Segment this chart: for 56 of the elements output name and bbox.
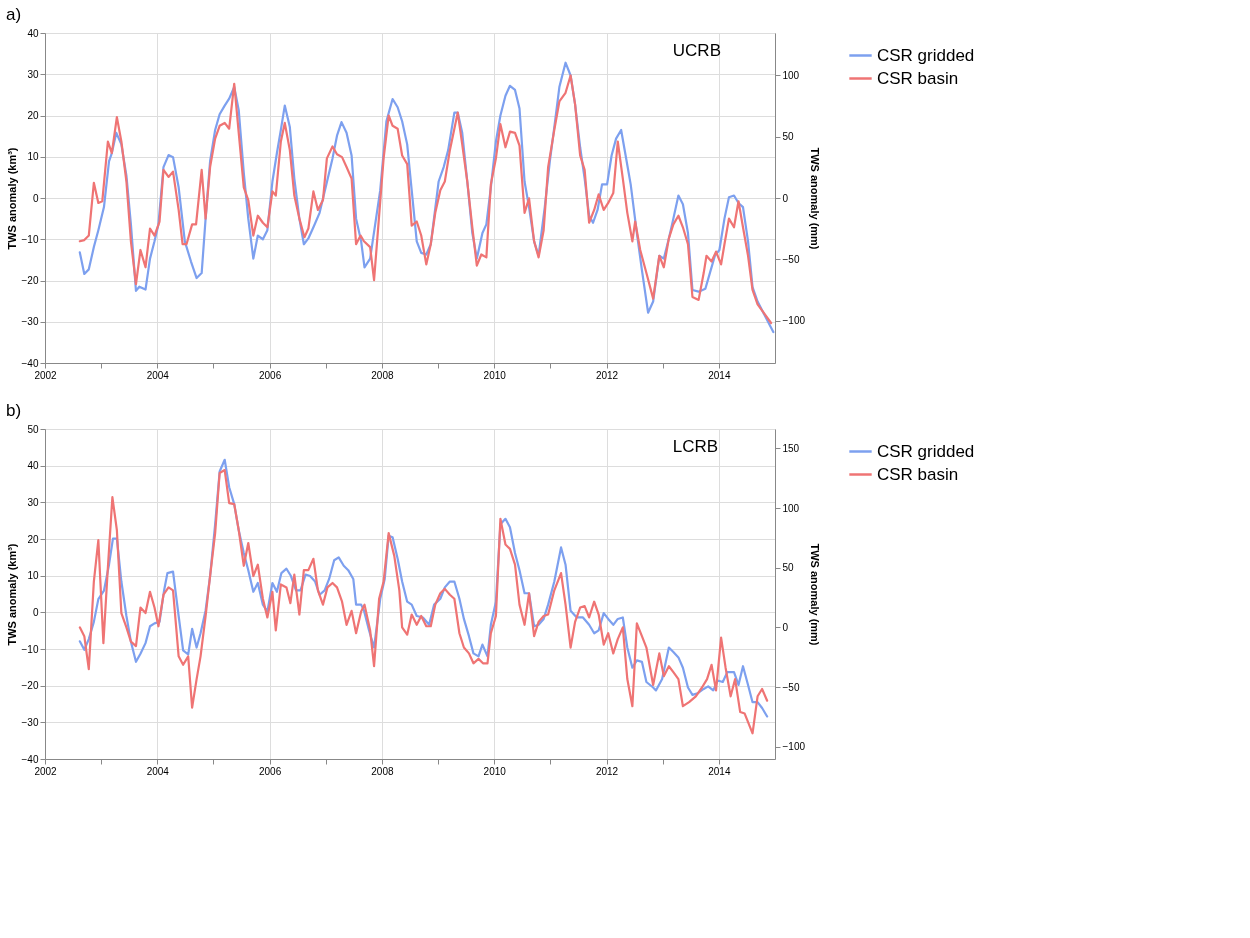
x-tick-label: 2002 [34,765,58,777]
y-tick-label: 50 [27,423,39,435]
y-tick-label: −20 [21,275,39,286]
y-tick-label: 10 [27,151,39,163]
x-tick-label: 2006 [258,369,282,381]
legend-label: CSR basin [877,464,959,484]
y-axis-title: TWS anomaly (km³) [5,543,18,646]
y2-axis-title: TWS anomaly (mm) [809,543,822,646]
y-tick-label: 0 [32,192,39,204]
x-tick-label: 2008 [371,765,394,777]
x-tick-label: 2012 [595,369,619,381]
y2-tick-label: −50 [782,681,800,693]
legend-label: CSR gridded [877,45,975,65]
y-tick-label: 0 [32,606,39,618]
y-tick-label: 20 [27,533,39,545]
x-tick-label: 2006 [258,765,282,777]
y-tick-label: 10 [27,570,39,582]
y2-tick-label: −100 [782,741,806,753]
y2-tick-label: 100 [782,502,800,514]
y-tick-label: −20 [21,680,39,692]
y-tick-label: −30 [21,716,39,728]
y2-tick-label: 0 [782,192,789,204]
y-tick-label: 40 [27,27,39,39]
y-tick-label: −30 [21,316,39,328]
y2-tick-label: 100 [782,69,800,81]
y2-tick-label: 50 [782,131,795,143]
chart-title: b) [6,401,22,420]
x-tick-label: 2014 [708,765,731,777]
y-tick-label: −40 [21,357,39,369]
y-tick-label: 30 [27,496,39,508]
annotation: LCRB [672,437,719,456]
x-tick-label: 2008 [371,369,394,381]
x-tick-label: 2004 [146,765,170,777]
chart-title: a) [6,5,22,24]
y2-tick-label: −100 [782,315,806,327]
y-tick-label: −10 [21,643,39,655]
y-tick-label: 20 [27,110,39,121]
x-tick-label: 2002 [34,369,58,381]
legend-label: CSR basin [877,68,959,88]
y-tick-label: 30 [27,68,39,80]
x-tick-label: 2012 [595,765,619,777]
y-tick-label: −40 [21,753,39,765]
y2-tick-label: −50 [782,253,800,265]
y2-tick-label: 150 [782,442,800,454]
x-tick-label: 2014 [708,369,731,381]
x-tick-label: 2010 [483,765,507,777]
x-tick-label: 2004 [146,369,170,381]
x-tick-label: 2010 [483,369,507,381]
y2-tick-label: 50 [782,562,795,574]
y2-tick-label: 0 [782,621,789,633]
legend-label: CSR gridded [877,441,975,461]
y-tick-label: −10 [21,233,39,245]
y-axis-title: TWS anomaly (km³) [5,147,18,250]
y2-axis-title: TWS anomaly (mm) [809,147,822,250]
y-tick-label: 40 [27,460,39,472]
annotation: UCRB [672,41,721,60]
